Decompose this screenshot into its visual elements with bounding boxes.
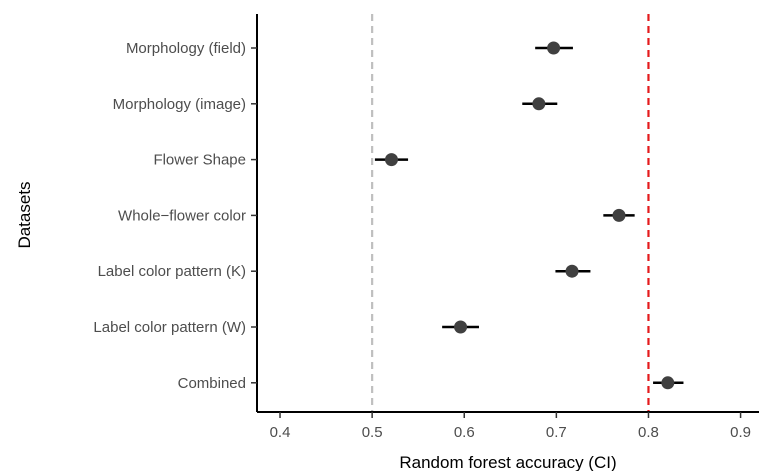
x-tick-label: 0.5	[362, 424, 383, 441]
axes: Morphology (field) Morphology (image) Flow…	[93, 14, 759, 441]
y-tick-label: Morphology (image)	[113, 96, 246, 113]
data-point-4	[565, 264, 579, 278]
data-point-1	[532, 97, 546, 111]
y-axis-title: Datasets	[15, 181, 34, 248]
data-point-2	[384, 153, 398, 167]
x-tick-label: 0.8	[638, 424, 659, 441]
y-tick-label: Label color pattern (W)	[93, 319, 246, 336]
y-tick-label: Morphology (field)	[126, 40, 246, 57]
x-tick-label: 0.6	[454, 424, 475, 441]
reference-lines	[371, 14, 650, 412]
data-point-6	[661, 376, 675, 390]
x-tick-label: 0.7	[546, 424, 567, 441]
y-tick-label: Label color pattern (K)	[98, 263, 246, 280]
x-axis-title: Random forest accuracy (CI)	[399, 453, 616, 471]
x-tick-label: 0.9	[730, 424, 751, 441]
y-tick-label: Flower Shape	[153, 152, 246, 169]
data-point-5	[454, 320, 468, 334]
data-point-0	[547, 41, 561, 55]
data-marks	[374, 41, 684, 390]
y-tick-label: Whole−flower color	[118, 207, 246, 224]
y-tick-label: Combined	[178, 375, 246, 392]
x-tick-label: 0.4	[270, 424, 291, 441]
data-point-3	[612, 208, 626, 222]
